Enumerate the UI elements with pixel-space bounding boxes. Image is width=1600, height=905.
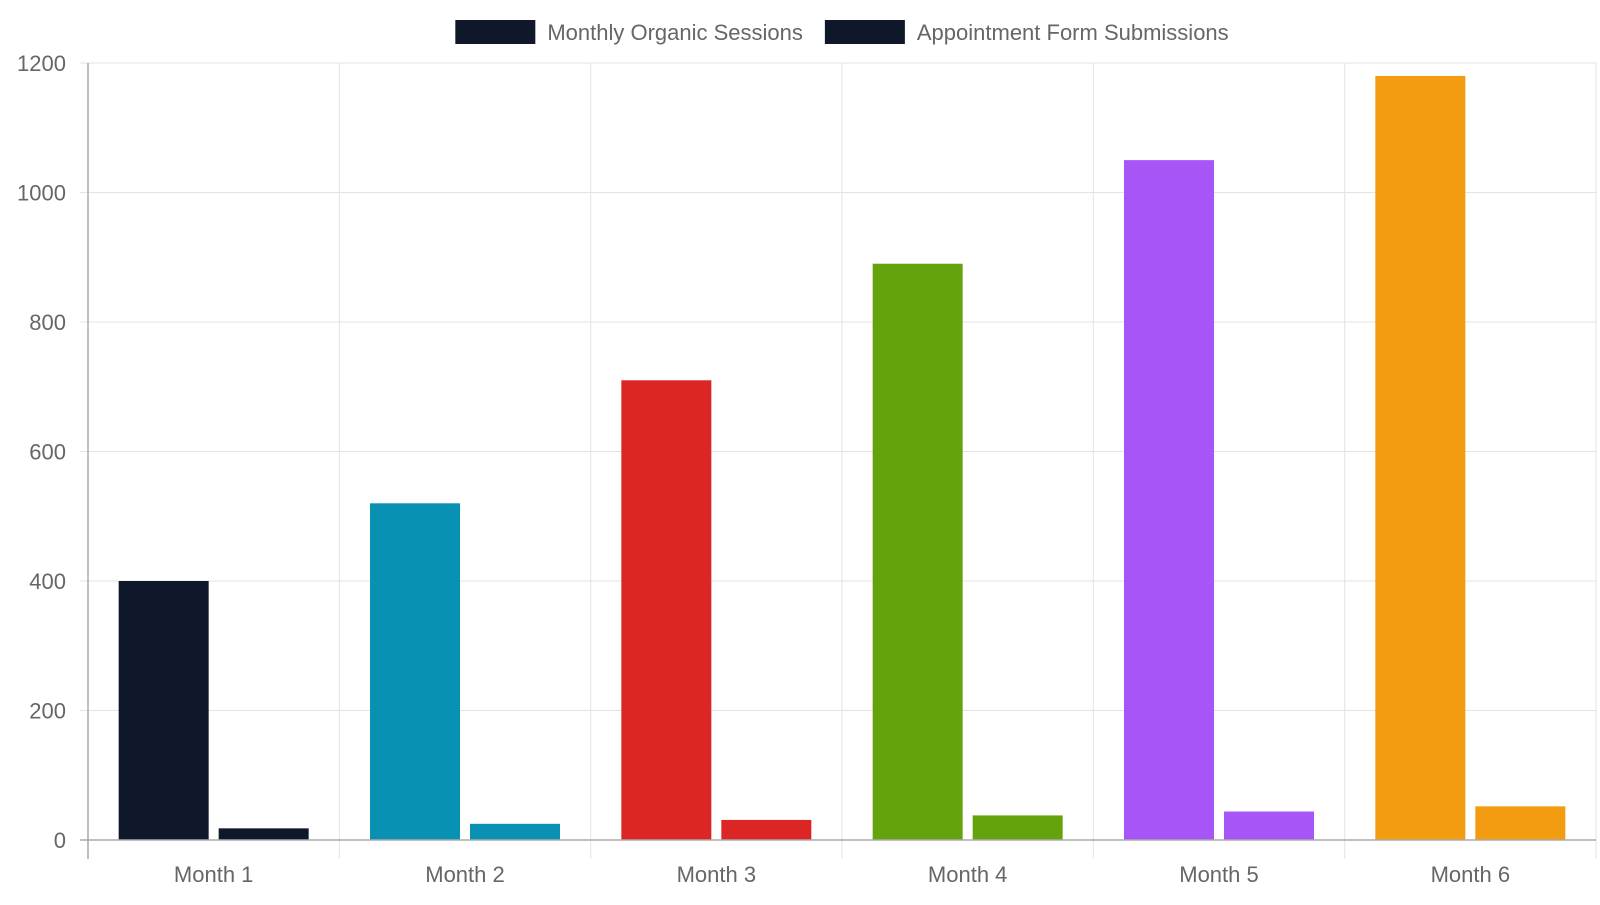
x-tick-label: Month 3 [677,862,757,887]
sessions-bar [370,503,460,840]
y-tick-label: 600 [29,440,66,465]
submissions-bar [218,828,309,840]
sessions-bar [1375,75,1466,840]
y-tick-label: 200 [29,699,66,724]
y-tick-label: 0 [54,828,66,853]
sessions-bar [872,263,963,841]
grid [80,62,1597,859]
x-tick-label: Month 1 [174,862,254,887]
bars [118,75,1566,841]
legend-label: Appointment Form Submissions [917,20,1229,45]
legend-label: Monthly Organic Sessions [547,20,803,45]
sessions-bar [621,380,712,840]
submissions-bar [972,815,1063,840]
y-tick-label: 1000 [17,181,66,206]
x-tick-label: Month 4 [928,862,1008,887]
y-tick-label: 400 [29,569,66,594]
legend: Monthly Organic Sessions Appointment Form… [455,20,1229,45]
submissions-bar [721,819,812,840]
sessions-bar [1124,160,1214,840]
axes: 0 200 400 600 800 1000 1200 Month 1 Month 2 Month… [17,51,1596,887]
y-tick-label: 1200 [17,51,66,76]
submissions-bar [1475,806,1566,840]
legend-swatch [824,20,905,44]
submissions-bar [470,823,560,840]
y-tick-label: 800 [29,310,66,335]
submissions-bar [1224,811,1314,840]
legend-swatch [455,20,536,44]
x-tick-label: Month 6 [1431,862,1511,887]
x-tick-label: Month 2 [425,862,505,887]
sessions-bar [118,581,209,840]
x-tick-label: Month 5 [1179,862,1259,887]
